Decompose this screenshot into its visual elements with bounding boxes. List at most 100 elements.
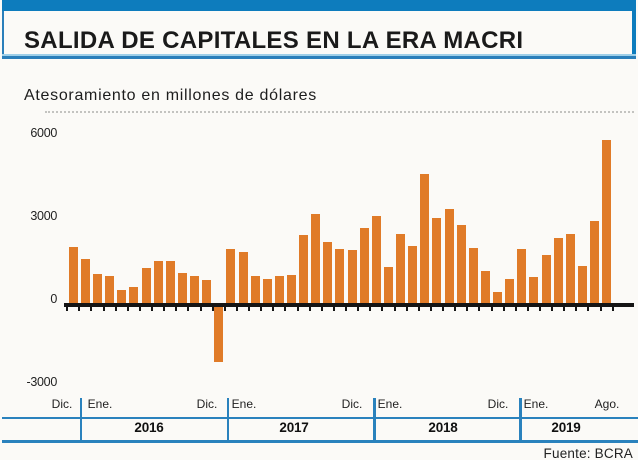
axis-tick: [381, 307, 384, 311]
axis-tick: [332, 307, 335, 311]
axis-tick: [78, 307, 81, 311]
axis-tick: [454, 307, 457, 311]
axis-tick: [538, 307, 541, 311]
year-separator: [79, 398, 82, 443]
year-separator: [519, 398, 522, 443]
y-axis-label: 6000: [30, 126, 57, 140]
year-label: 2018: [428, 420, 458, 435]
bar-Dic-2016: [214, 303, 224, 362]
bar-Abr-2016: [117, 289, 127, 304]
axis-tick: [163, 307, 166, 311]
year-label: 2019: [551, 420, 581, 435]
bar-Oct-2017: [335, 249, 345, 304]
month-label: Ene.: [87, 397, 113, 411]
bar-Jul-2018: [444, 209, 454, 304]
year-label: 2016: [134, 420, 164, 435]
y-axis-label: 3000: [30, 209, 57, 223]
bar-Feb-2016: [93, 273, 103, 304]
bar-Jun-2016: [141, 267, 151, 304]
bar-Jun-2018: [432, 217, 442, 304]
bar-Ago-2017: [311, 214, 321, 304]
axis-tick: [66, 307, 69, 311]
title-underline: [2, 56, 636, 59]
source-credit: Fuente: BCRA: [543, 446, 633, 460]
axis-tick: [514, 307, 517, 311]
month-label: Ago.: [594, 397, 620, 411]
bar-Ene-2017: [226, 248, 236, 304]
bar-Oct-2016: [190, 275, 200, 304]
bar-Mar-2016: [105, 275, 115, 304]
bar-Abr-2019: [553, 238, 563, 304]
axis-tick: [466, 307, 469, 311]
axis-tick: [114, 307, 117, 311]
header-right-border: [632, 11, 636, 55]
axis-tick: [490, 307, 493, 311]
timeline-upper-line: [2, 416, 638, 419]
bar-Nov-2017: [347, 249, 357, 304]
axis-tick: [393, 307, 396, 311]
axis-tick: [284, 307, 287, 311]
axis-tick: [235, 307, 238, 311]
month-label: Dic.: [51, 397, 73, 411]
bar-Mar-2017: [250, 275, 260, 304]
bar-Sep-2017: [323, 241, 333, 304]
bar-May-2019: [565, 233, 575, 304]
bar-May-2018: [420, 174, 430, 304]
axis-tick: [478, 307, 481, 311]
bar-Jul-2017: [299, 234, 309, 304]
year-separator: [373, 398, 376, 443]
bar-May-2016: [129, 287, 139, 304]
month-label: Dic.: [487, 397, 509, 411]
header-left-border: [2, 11, 4, 55]
bar-Ago-2018: [456, 225, 466, 304]
axis-tick: [429, 307, 432, 311]
bar-Jul-2016: [153, 260, 163, 304]
month-label: Ene.: [523, 397, 549, 411]
axis-tick: [417, 307, 420, 311]
bar-May-2017: [274, 275, 284, 304]
bar-Abr-2017: [262, 278, 272, 304]
chart-top-dotted-line: [45, 111, 634, 113]
bar-Ene-2018: [371, 216, 381, 304]
bar-Feb-2019: [529, 276, 539, 304]
axis-tick: [320, 307, 323, 311]
chart-subtitle: Atesoramiento en millones de dólares: [24, 87, 317, 104]
axis-tick: [551, 307, 554, 311]
bar-Ago-2019: [602, 140, 612, 304]
axis-tick: [175, 307, 178, 311]
bar-Sep-2016: [177, 273, 187, 304]
bar-Abr-2018: [408, 246, 418, 304]
axis-tick: [611, 307, 614, 311]
bar-Feb-2018: [383, 266, 393, 304]
bar-Oct-2018: [480, 271, 490, 304]
axis-tick: [272, 307, 275, 311]
axis-tick: [357, 307, 360, 311]
bar-Ene-2019: [517, 248, 527, 304]
bar-Ago-2016: [165, 261, 175, 304]
axis-tick: [442, 307, 445, 311]
year-separator: [226, 398, 229, 443]
bar-Sep-2018: [468, 248, 478, 304]
axis-tick: [151, 307, 154, 311]
title-underline-light: [2, 54, 636, 56]
page-title: SALIDA DE CAPITALES EN LA ERA MACRI: [24, 27, 524, 54]
y-axis-label: 0: [50, 292, 57, 306]
bar-Dic-2015: [68, 246, 78, 304]
axis-tick: [126, 307, 129, 311]
axis-tick: [138, 307, 141, 311]
axis-tick: [260, 307, 263, 311]
axis-tick: [575, 307, 578, 311]
axis-tick: [187, 307, 190, 311]
axis-tick: [308, 307, 311, 311]
bar-Jun-2019: [577, 266, 587, 304]
axis-tick: [405, 307, 408, 311]
bar-Jul-2019: [590, 221, 600, 304]
axis-tick: [248, 307, 251, 311]
bar-Feb-2017: [238, 251, 248, 304]
axis-tick: [502, 307, 505, 311]
bar-Jun-2017: [286, 275, 296, 304]
axis-tick: [90, 307, 93, 311]
axis-tick: [563, 307, 566, 311]
bar-Mar-2018: [396, 234, 406, 304]
